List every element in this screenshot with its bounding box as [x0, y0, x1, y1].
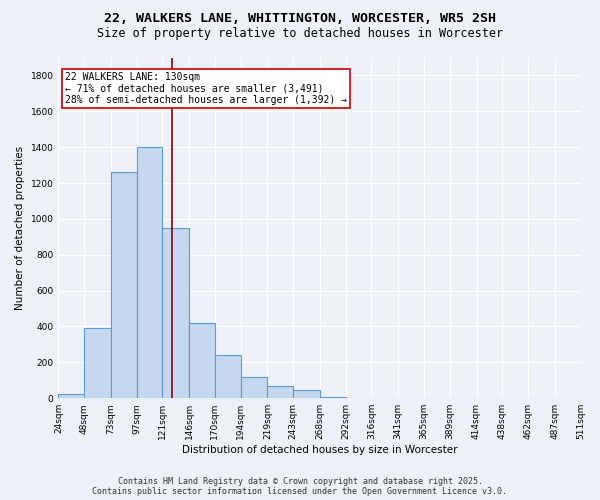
Bar [241, 376, 268, 398]
Bar [293, 390, 320, 398]
X-axis label: Distribution of detached houses by size in Worcester: Distribution of detached houses by size … [182, 445, 457, 455]
Bar [137, 147, 163, 398]
Bar [215, 355, 241, 398]
Bar [163, 228, 189, 398]
Text: Size of property relative to detached houses in Worcester: Size of property relative to detached ho… [97, 28, 503, 40]
Text: 22, WALKERS LANE, WHITTINGTON, WORCESTER, WR5 2SH: 22, WALKERS LANE, WHITTINGTON, WORCESTER… [104, 12, 496, 26]
Bar [111, 172, 137, 398]
Bar [189, 323, 215, 398]
Bar [268, 386, 293, 398]
Text: 22 WALKERS LANE: 130sqm
← 71% of detached houses are smaller (3,491)
28% of semi: 22 WALKERS LANE: 130sqm ← 71% of detache… [65, 72, 347, 105]
Bar [58, 394, 84, 398]
Bar [84, 328, 111, 398]
Y-axis label: Number of detached properties: Number of detached properties [15, 146, 25, 310]
Text: Contains HM Land Registry data © Crown copyright and database right 2025.
Contai: Contains HM Land Registry data © Crown c… [92, 476, 508, 496]
